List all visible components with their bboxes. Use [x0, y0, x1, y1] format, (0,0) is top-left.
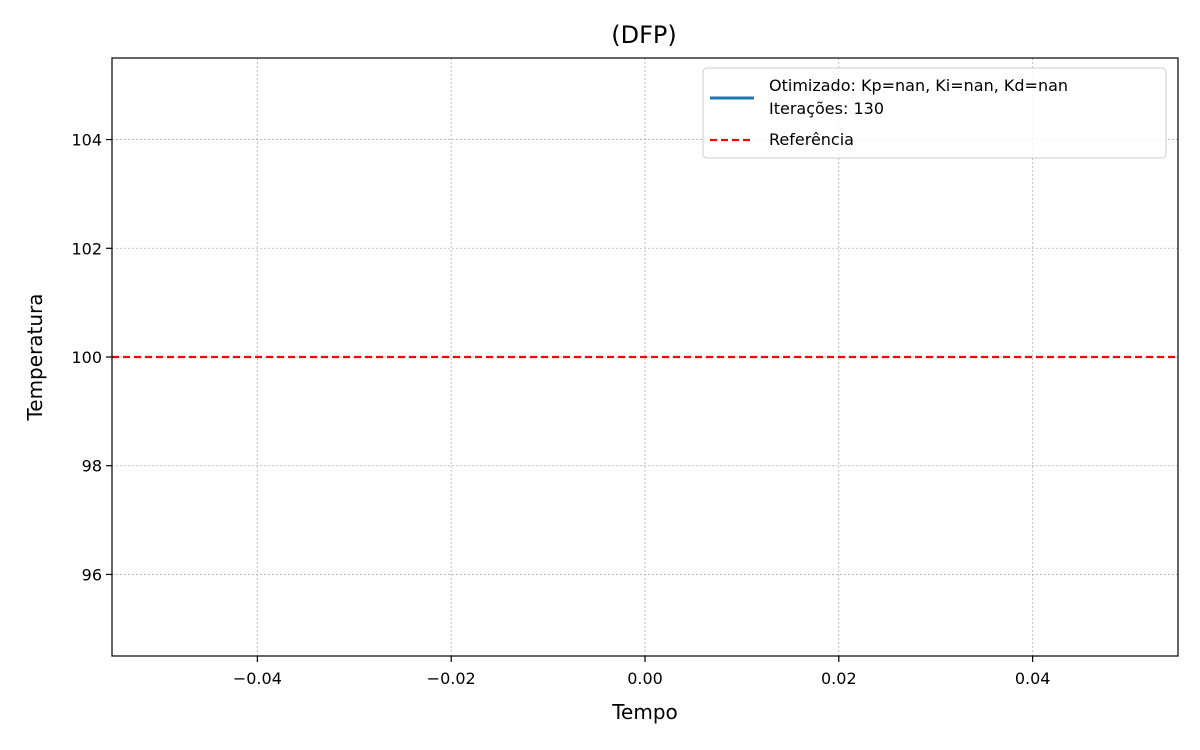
- x-tick-label: −0.02: [427, 669, 476, 688]
- y-tick-label: 102: [71, 239, 102, 258]
- x-tick-label: 0.00: [627, 669, 663, 688]
- legend: Otimizado: Kp=nan, Ki=nan, Kd=nan Iteraç…: [702, 67, 1167, 159]
- y-tick-label: 98: [82, 457, 102, 476]
- legend-label-iterations: Iterações: 130: [769, 99, 884, 118]
- y-tick-label: 96: [82, 565, 102, 584]
- chart-title: (DFP): [611, 21, 676, 49]
- ticks: −0.04 −0.02 0.00 0.02 0.04 96 98 100 102 104: [71, 131, 1050, 688]
- y-axis-label: Temperatura: [23, 293, 47, 421]
- y-tick-label: 104: [71, 131, 102, 150]
- x-tick-label: 0.02: [821, 669, 857, 688]
- x-tick-label: −0.04: [233, 669, 282, 688]
- legend-label-reference: Referência: [769, 130, 854, 149]
- y-tick-label: 100: [71, 348, 102, 367]
- x-tick-label: 0.04: [1015, 669, 1051, 688]
- legend-label-optimized: Otimizado: Kp=nan, Ki=nan, Kd=nan: [769, 76, 1068, 95]
- legend-box: [702, 67, 1167, 159]
- x-axis-label: Tempo: [611, 700, 678, 724]
